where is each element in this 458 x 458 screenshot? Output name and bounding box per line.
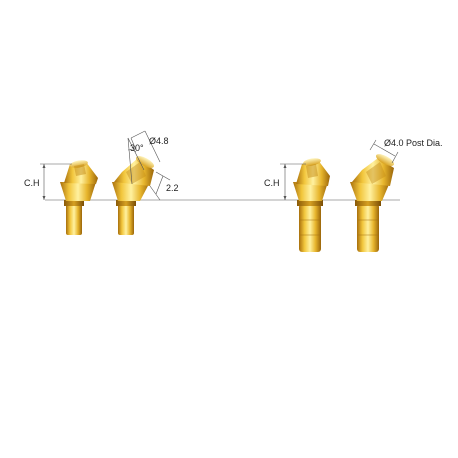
abutment-3 <box>293 158 330 252</box>
abutment-2 <box>112 156 155 235</box>
dimension-post-diameter: Ø4.0 Post Dia. <box>369 138 443 164</box>
dimension-ch-right: C.H <box>264 163 306 200</box>
label-ch-left: C.H <box>24 178 40 188</box>
label-height: 2.2 <box>166 183 179 193</box>
dimension-height-22: 2.2 <box>149 171 179 201</box>
dimension-angle: 30° <box>127 137 145 185</box>
label-diameter-left: Ø4.8 <box>149 136 169 146</box>
label-angle: 30° <box>130 143 144 153</box>
label-post-diameter: Ø4.0 Post Dia. <box>384 138 443 148</box>
label-ch-right: C.H <box>264 178 280 188</box>
abutment-4 <box>350 154 395 252</box>
dimension-ch-left: C.H <box>24 163 72 200</box>
dimension-diameter-left: Ø4.8 <box>130 130 169 163</box>
abutment-1 <box>60 160 98 235</box>
